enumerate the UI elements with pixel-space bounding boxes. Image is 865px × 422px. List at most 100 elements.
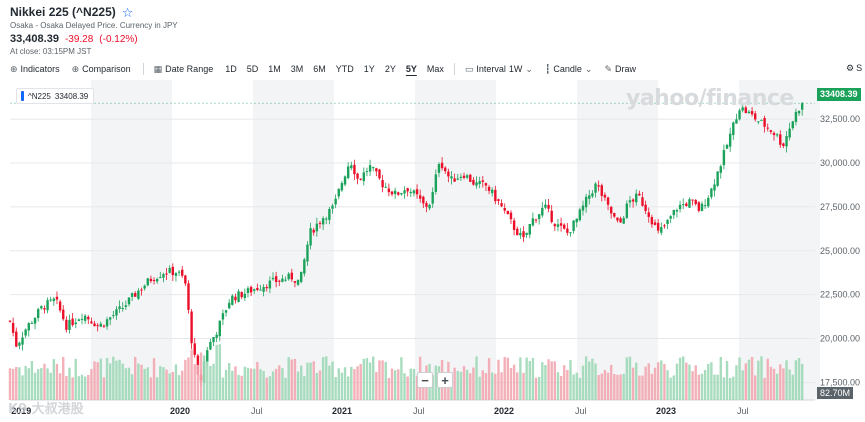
volume-bar	[293, 358, 297, 400]
range-1m[interactable]: 1M	[268, 64, 281, 74]
candle-body	[666, 219, 669, 225]
volume-bar	[556, 372, 560, 400]
volume-bar	[744, 363, 748, 400]
candle-body	[556, 224, 560, 227]
series-legend[interactable]: ^N225 33408.39	[16, 88, 95, 104]
range-3m[interactable]: 3M	[290, 64, 304, 74]
range-5y[interactable]: 5Y	[405, 64, 417, 74]
candle-body	[791, 121, 794, 129]
interval-button[interactable]: ▭ Interval 1W ⌄	[465, 64, 533, 75]
last-volume-label: 82.70M	[817, 387, 854, 399]
zoom-out-button[interactable]: −	[417, 372, 433, 388]
candle-body	[356, 173, 359, 179]
volume-bar	[775, 373, 779, 400]
candle-body	[315, 223, 319, 232]
candle-body	[253, 289, 256, 291]
chart-type-button[interactable]: ┇ Candle ⌄	[545, 64, 593, 75]
candle-body	[55, 296, 59, 300]
range-1d[interactable]: 1D	[225, 64, 237, 74]
candle-body	[675, 210, 679, 212]
volume-bar	[343, 367, 347, 400]
candle-body	[127, 297, 131, 305]
star-icon[interactable]: ☆	[121, 4, 134, 20]
range-max[interactable]: Max	[426, 64, 444, 74]
volume-bar	[397, 369, 400, 400]
half-year-band	[577, 80, 658, 400]
candle-body	[603, 194, 607, 198]
volume-bar	[365, 358, 369, 400]
quote-header: Nikkei 225 (^N225) ☆ Osaka - Osaka Delay…	[10, 4, 410, 56]
range-2y[interactable]: 2Y	[384, 64, 396, 74]
volume-bar	[465, 369, 469, 400]
volume-bar	[171, 371, 175, 400]
candle-body	[21, 337, 24, 345]
volume-bar	[21, 375, 24, 400]
volume-bar	[797, 358, 801, 400]
volume-bar	[193, 364, 196, 400]
x-tick-label: 2019	[11, 406, 31, 416]
quote-title: Nikkei 225 (^N225)	[10, 5, 116, 19]
candle-body	[130, 293, 134, 297]
volume-bar	[237, 374, 240, 400]
indicators-button[interactable]: ⊕ Indicators	[10, 64, 60, 75]
candle-body	[681, 204, 685, 206]
volume-bar	[224, 369, 228, 400]
volume-bar	[559, 375, 563, 400]
candle-body	[246, 288, 250, 293]
candle-body	[218, 320, 221, 337]
date-range-button[interactable]: ▦ Date Range	[154, 64, 214, 75]
volume-bar	[299, 365, 303, 400]
candle-body	[525, 232, 528, 235]
price-change-pct: (-0.12%)	[99, 34, 138, 45]
chart-svg[interactable]: 17,500.00 20,000.00 22,500.00 25,000.00 27,5…	[0, 80, 865, 422]
candle-body	[713, 184, 716, 191]
candle-body	[231, 295, 234, 305]
volume-bar	[177, 375, 181, 400]
candle-body	[209, 341, 212, 350]
range-5d[interactable]: 5D	[246, 64, 259, 74]
volume-bar	[115, 360, 118, 400]
settings-button[interactable]: ⚙ S	[846, 63, 862, 74]
comparison-button[interactable]: ⊕ Comparison	[72, 64, 131, 75]
price-chart[interactable]: 17,500.00 20,000.00 22,500.00 25,000.00 27,5…	[0, 80, 865, 422]
candle-body	[296, 279, 300, 285]
indicators-label: Indicators	[20, 64, 60, 74]
x-tick-label: Jul	[737, 406, 749, 416]
volume-bar	[143, 368, 146, 400]
y-tick-label: 22,500.00	[820, 290, 860, 300]
candle-body	[760, 119, 763, 121]
candle-body	[772, 132, 776, 136]
range-1y[interactable]: 1Y	[363, 64, 375, 74]
candle-body	[588, 195, 591, 199]
candle-body	[152, 280, 156, 282]
volume-bar	[631, 367, 635, 400]
volume-bar	[212, 363, 215, 400]
volume-bar	[190, 349, 193, 400]
draw-button[interactable]: ✎ Draw	[604, 64, 636, 75]
candle-body	[62, 309, 65, 320]
chevron-down-icon: ⌄	[525, 63, 533, 74]
zoom-in-button[interactable]: +	[437, 372, 453, 388]
half-year-band	[91, 80, 172, 400]
candle-body	[472, 179, 475, 185]
volume-bar	[650, 373, 654, 400]
candle-body	[656, 222, 660, 231]
candle-body	[368, 165, 372, 172]
x-tick-label: 2023	[656, 406, 676, 416]
candle-body	[108, 317, 112, 320]
candle-body	[531, 218, 535, 226]
volume-bar	[406, 376, 409, 400]
volume-bar	[553, 361, 557, 400]
range-6m[interactable]: 6M	[313, 64, 326, 74]
year-band	[496, 80, 577, 400]
range-ytd[interactable]: YTD	[335, 64, 354, 74]
candle-body	[390, 191, 394, 195]
volume-bar	[788, 369, 791, 400]
candle-body	[375, 168, 378, 172]
pencil-icon: ✎	[604, 63, 612, 74]
volume-bar	[597, 375, 600, 400]
volume-bar	[281, 368, 284, 400]
volume-bar	[707, 363, 710, 400]
candle-body	[534, 219, 538, 221]
volume-bar	[30, 360, 34, 400]
